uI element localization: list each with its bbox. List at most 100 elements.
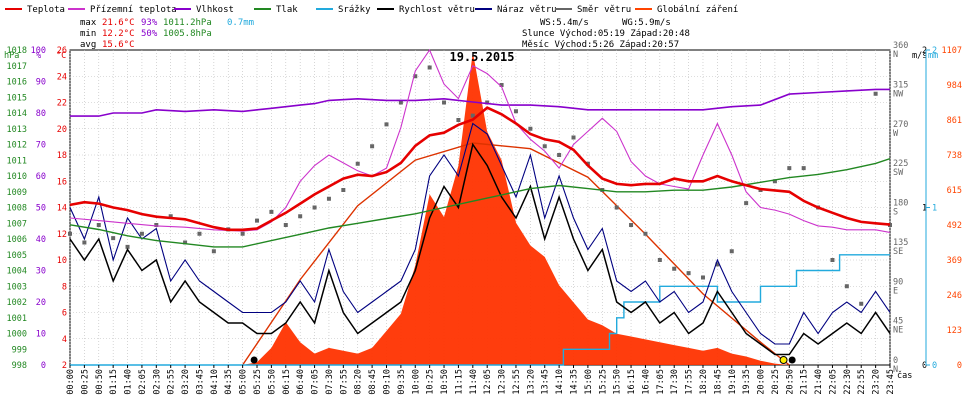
- wind-direction-point: [284, 223, 288, 227]
- axis-tick-x: 09:10: [382, 369, 392, 395]
- axis-tick-c: 18: [57, 151, 67, 161]
- wind-direction-point: [874, 92, 878, 96]
- axis-tick-x: 03:45: [195, 369, 205, 395]
- sunset-marker: [789, 357, 796, 364]
- axis-tick-hpa: 999: [12, 345, 27, 355]
- wind-direction-point: [269, 210, 273, 214]
- axis-tick-x: 02:30: [152, 369, 162, 395]
- wind-direction-point: [629, 223, 633, 227]
- axis-tick-hpa: 1005: [7, 251, 27, 261]
- axis-tick-pct: 30: [36, 267, 46, 277]
- wind-direction-point: [672, 267, 676, 271]
- axis-tick-hpa: 1003: [7, 282, 27, 292]
- axis-tick-hpa: 998: [12, 361, 27, 371]
- axis-tick-x: 04:10: [210, 369, 220, 395]
- stat-ws: WS:5.4m/s: [540, 18, 589, 28]
- axis-tick-hpa: 1004: [7, 267, 27, 277]
- wind-direction-point: [543, 144, 547, 148]
- axis-tick-pct: 90: [36, 78, 46, 88]
- axis-tick-x: 21:40: [814, 369, 824, 395]
- axis-tick-x: 10:25: [426, 369, 436, 395]
- axis-tick-hpa: 1008: [7, 204, 27, 214]
- axis-tick-x: 15:50: [613, 369, 623, 395]
- legend-label-rain: Srážky: [338, 5, 371, 15]
- wind-direction-point: [658, 258, 662, 262]
- wind-direction-point: [212, 249, 216, 253]
- axis-tick-x: 03:20: [181, 369, 191, 395]
- axis-tick-c: 12: [57, 230, 67, 240]
- stat-wg: WG:5.9m/s: [622, 18, 671, 28]
- axis-tick-x: 18:20: [699, 369, 709, 395]
- axis-tick-direction-letter: N: [893, 50, 898, 60]
- axis-tick-x: 11:40: [469, 369, 479, 395]
- axis-tick-x: 17:30: [670, 369, 680, 395]
- stat-max-hum: 93%: [141, 18, 158, 28]
- wind-direction-point: [687, 271, 691, 275]
- axis-tick-hpa: 1009: [7, 188, 27, 198]
- axis-tick-direction-letter: E: [893, 286, 898, 296]
- axis-tick-x: 01:40: [124, 369, 134, 395]
- wind-direction-point: [528, 127, 532, 131]
- axis-tick-solar: 615: [947, 186, 962, 196]
- wind-direction-point: [327, 197, 331, 201]
- axis-tick-solar: 984: [947, 81, 962, 91]
- axis-tick-direction-letter: NW: [893, 89, 904, 99]
- axis-tick-x: 00:25: [80, 369, 90, 395]
- axis-tick-hpa: 1014: [7, 109, 27, 119]
- axis-tick-x: 19:10: [728, 369, 738, 395]
- axis-tick-c: 8: [62, 282, 67, 292]
- wind-direction-point: [97, 223, 101, 227]
- chart-title: 19.5.2015: [449, 50, 514, 64]
- axis-tick-x: 21:15: [800, 369, 810, 395]
- axis-tick-solar: 0: [957, 361, 962, 371]
- axis-tick-mm: 2: [932, 46, 937, 56]
- axis-tick-hpa: 1006: [7, 235, 27, 245]
- axis-tick-c: 6: [62, 309, 67, 319]
- axis-tick-c: 26: [57, 46, 67, 56]
- axis-tick-hpa: 1018: [7, 46, 27, 56]
- axis-tick-pct: 60: [36, 172, 46, 182]
- axis-tick-x: 15:25: [598, 369, 608, 395]
- axis-tick-x: 02:05: [138, 369, 148, 395]
- axis-tick-solar: 246: [947, 291, 962, 301]
- legend-label-temp: Teplota: [27, 5, 65, 15]
- wind-direction-point: [802, 166, 806, 170]
- axis-tick-direction-letter: SE: [893, 247, 903, 257]
- axis-tick-x: 07:55: [339, 369, 349, 395]
- axis-tick-x: 13:20: [526, 369, 536, 395]
- wind-direction-point: [859, 302, 863, 306]
- axis-tick-x: 23:45: [886, 369, 896, 395]
- axis-tick-mm: 0: [932, 361, 937, 371]
- wind-direction-point: [241, 232, 245, 236]
- stat-min-label: min: [80, 29, 96, 39]
- legend-label-press: Tlak: [276, 5, 298, 15]
- axis-tick-c: 10: [57, 256, 67, 266]
- axis-tick-x: 12:30: [498, 369, 508, 395]
- axis-tick-x: 22:30: [843, 369, 853, 395]
- stat-avg-label: avg: [80, 40, 96, 50]
- stat-moon: Měsíc Východ:5:26 Západ:20:57: [522, 40, 679, 50]
- stat-min-press: 1005.8hPa: [163, 29, 212, 39]
- wind-direction-point: [701, 276, 705, 280]
- axis-tick-hpa: 1002: [7, 298, 27, 308]
- axis-tick-x: 09:35: [397, 369, 407, 395]
- stat-max-temp: 21.6°C: [102, 18, 135, 28]
- axis-tick-x: 07:05: [311, 369, 321, 395]
- axis-tick-x: 06:15: [282, 369, 292, 395]
- axis-tick-pct: 80: [36, 109, 46, 119]
- axis-tick-x: 20:00: [757, 369, 767, 395]
- stat-max-label: max: [80, 18, 97, 28]
- axis-tick-direction-letter: W: [893, 129, 899, 139]
- axis-tick-hpa: 1010: [7, 172, 27, 182]
- axis-tick-hpa: 1017: [7, 62, 27, 72]
- wind-direction-point: [298, 214, 302, 218]
- axis-tick-pct: 70: [36, 141, 46, 151]
- legend-label-dir: Směr větru: [577, 5, 631, 15]
- axis-tick-x: 14:35: [570, 369, 580, 395]
- wind-direction-point: [572, 136, 576, 140]
- wind-direction-point: [442, 101, 446, 105]
- legend-label-gust: Náraz větru: [497, 5, 557, 15]
- wind-direction-point: [341, 188, 345, 192]
- axis-tick-x: 07:30: [325, 369, 335, 395]
